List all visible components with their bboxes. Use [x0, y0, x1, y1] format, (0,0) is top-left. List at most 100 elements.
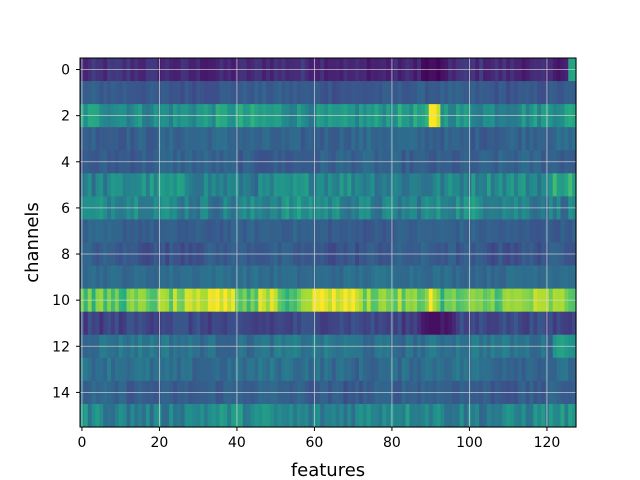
heatmap-cell	[393, 219, 399, 244]
heatmap-cell	[83, 357, 89, 382]
heatmap-cell	[266, 81, 271, 105]
heatmap-cell	[91, 219, 97, 244]
heatmap-cell	[111, 173, 116, 197]
heatmap-cell	[502, 357, 507, 382]
heatmap-cell	[405, 403, 410, 428]
heatmap-cell	[250, 219, 255, 244]
heatmap-cell	[479, 81, 484, 105]
heatmap-cell	[180, 357, 186, 382]
heatmap-cell	[560, 81, 565, 105]
heatmap-cell	[452, 219, 457, 244]
heatmap-cell	[533, 219, 538, 244]
heatmap-cell	[145, 173, 151, 197]
heatmap-cell	[552, 357, 558, 382]
heatmap-cell	[215, 219, 221, 244]
heatmap-cell	[169, 127, 174, 151]
heatmap-cell	[227, 403, 232, 428]
heatmap-cell	[304, 265, 310, 290]
heatmap-cell	[564, 127, 569, 151]
heatmap-cell	[250, 127, 255, 151]
heatmap-cell	[355, 265, 360, 290]
heatmap-cell	[568, 357, 573, 382]
x-axis-label: features	[291, 460, 365, 480]
heatmap-cell	[537, 311, 542, 336]
heatmap-cell	[498, 403, 503, 428]
heatmap-cell	[506, 81, 511, 105]
heatmap-cell	[560, 173, 565, 197]
heatmap-cell	[122, 311, 128, 336]
heatmap-cell	[483, 81, 488, 105]
heatmap-cell	[471, 311, 476, 336]
heatmap-cell	[366, 357, 372, 382]
heatmap-cell	[362, 219, 368, 244]
heatmap-cell	[161, 81, 166, 105]
heatmap-cell	[231, 265, 236, 290]
heatmap-cell	[308, 265, 314, 290]
heatmap-cell	[308, 127, 314, 151]
heatmap-cell	[448, 173, 453, 197]
heatmap-cell	[417, 357, 422, 382]
heatmap-cell	[103, 81, 108, 105]
heatmap-cell	[339, 173, 345, 197]
heatmap-cell	[529, 81, 534, 105]
heatmap-cell	[374, 127, 379, 151]
heatmap-cell	[572, 311, 577, 336]
heatmap-cell	[502, 219, 507, 244]
heatmap-cell	[246, 357, 252, 382]
heatmap-cell	[192, 265, 197, 290]
heatmap-cell	[475, 219, 480, 244]
heatmap-cell	[568, 173, 573, 197]
heatmap-cell	[374, 265, 379, 290]
heatmap-cell	[514, 403, 519, 428]
heatmap-cell	[378, 127, 383, 151]
heatmap-cell	[285, 311, 290, 336]
heatmap-cell	[180, 403, 186, 428]
heatmap-cell	[510, 311, 515, 336]
heatmap-cell	[130, 81, 135, 105]
heatmap-cell	[107, 403, 112, 428]
heatmap-cell	[207, 403, 213, 428]
heatmap-cell	[277, 219, 283, 244]
heatmap-cell	[424, 127, 430, 151]
heatmap-cell	[440, 357, 445, 382]
heatmap-cell	[114, 219, 120, 244]
heatmap-cell	[184, 265, 190, 290]
heatmap-cell	[455, 173, 461, 197]
heatmap-cell	[548, 357, 554, 382]
heatmap-cell	[103, 265, 108, 290]
heatmap-cell	[490, 219, 496, 244]
heatmap-cell	[428, 265, 434, 290]
heatmap-cell	[316, 219, 321, 244]
heatmap-cell	[223, 173, 228, 197]
heatmap-cell	[382, 173, 387, 197]
heatmap-cell	[145, 265, 151, 290]
heatmap-cell	[444, 219, 449, 244]
heatmap-cell	[269, 81, 275, 105]
x-tick-label: 0	[77, 435, 86, 451]
heatmap-cell	[362, 127, 368, 151]
heatmap-cell	[494, 403, 500, 428]
heatmap-cell	[471, 81, 476, 105]
heatmap-cell	[320, 173, 325, 197]
heatmap-cell	[142, 265, 147, 290]
heatmap-cell	[126, 357, 131, 382]
heatmap-cell	[126, 173, 131, 197]
heatmap-cell	[114, 311, 120, 336]
heatmap-cell	[362, 403, 368, 428]
heatmap-cell	[107, 81, 112, 105]
heatmap-cell	[153, 127, 159, 151]
y-tick-label: 10	[52, 293, 70, 309]
x-tick-label: 100	[456, 435, 483, 451]
heatmap-cell	[552, 265, 558, 290]
heatmap-cell	[231, 403, 236, 428]
heatmap-cell	[173, 81, 178, 105]
heatmap-cell	[188, 173, 193, 197]
heatmap-cell	[134, 311, 139, 336]
heatmap-cell	[83, 311, 89, 336]
heatmap-cell	[490, 311, 496, 336]
heatmap-cell	[138, 81, 143, 105]
heatmap-cell	[370, 173, 376, 197]
heatmap-cell	[204, 311, 209, 336]
heatmap-cell	[111, 81, 116, 105]
